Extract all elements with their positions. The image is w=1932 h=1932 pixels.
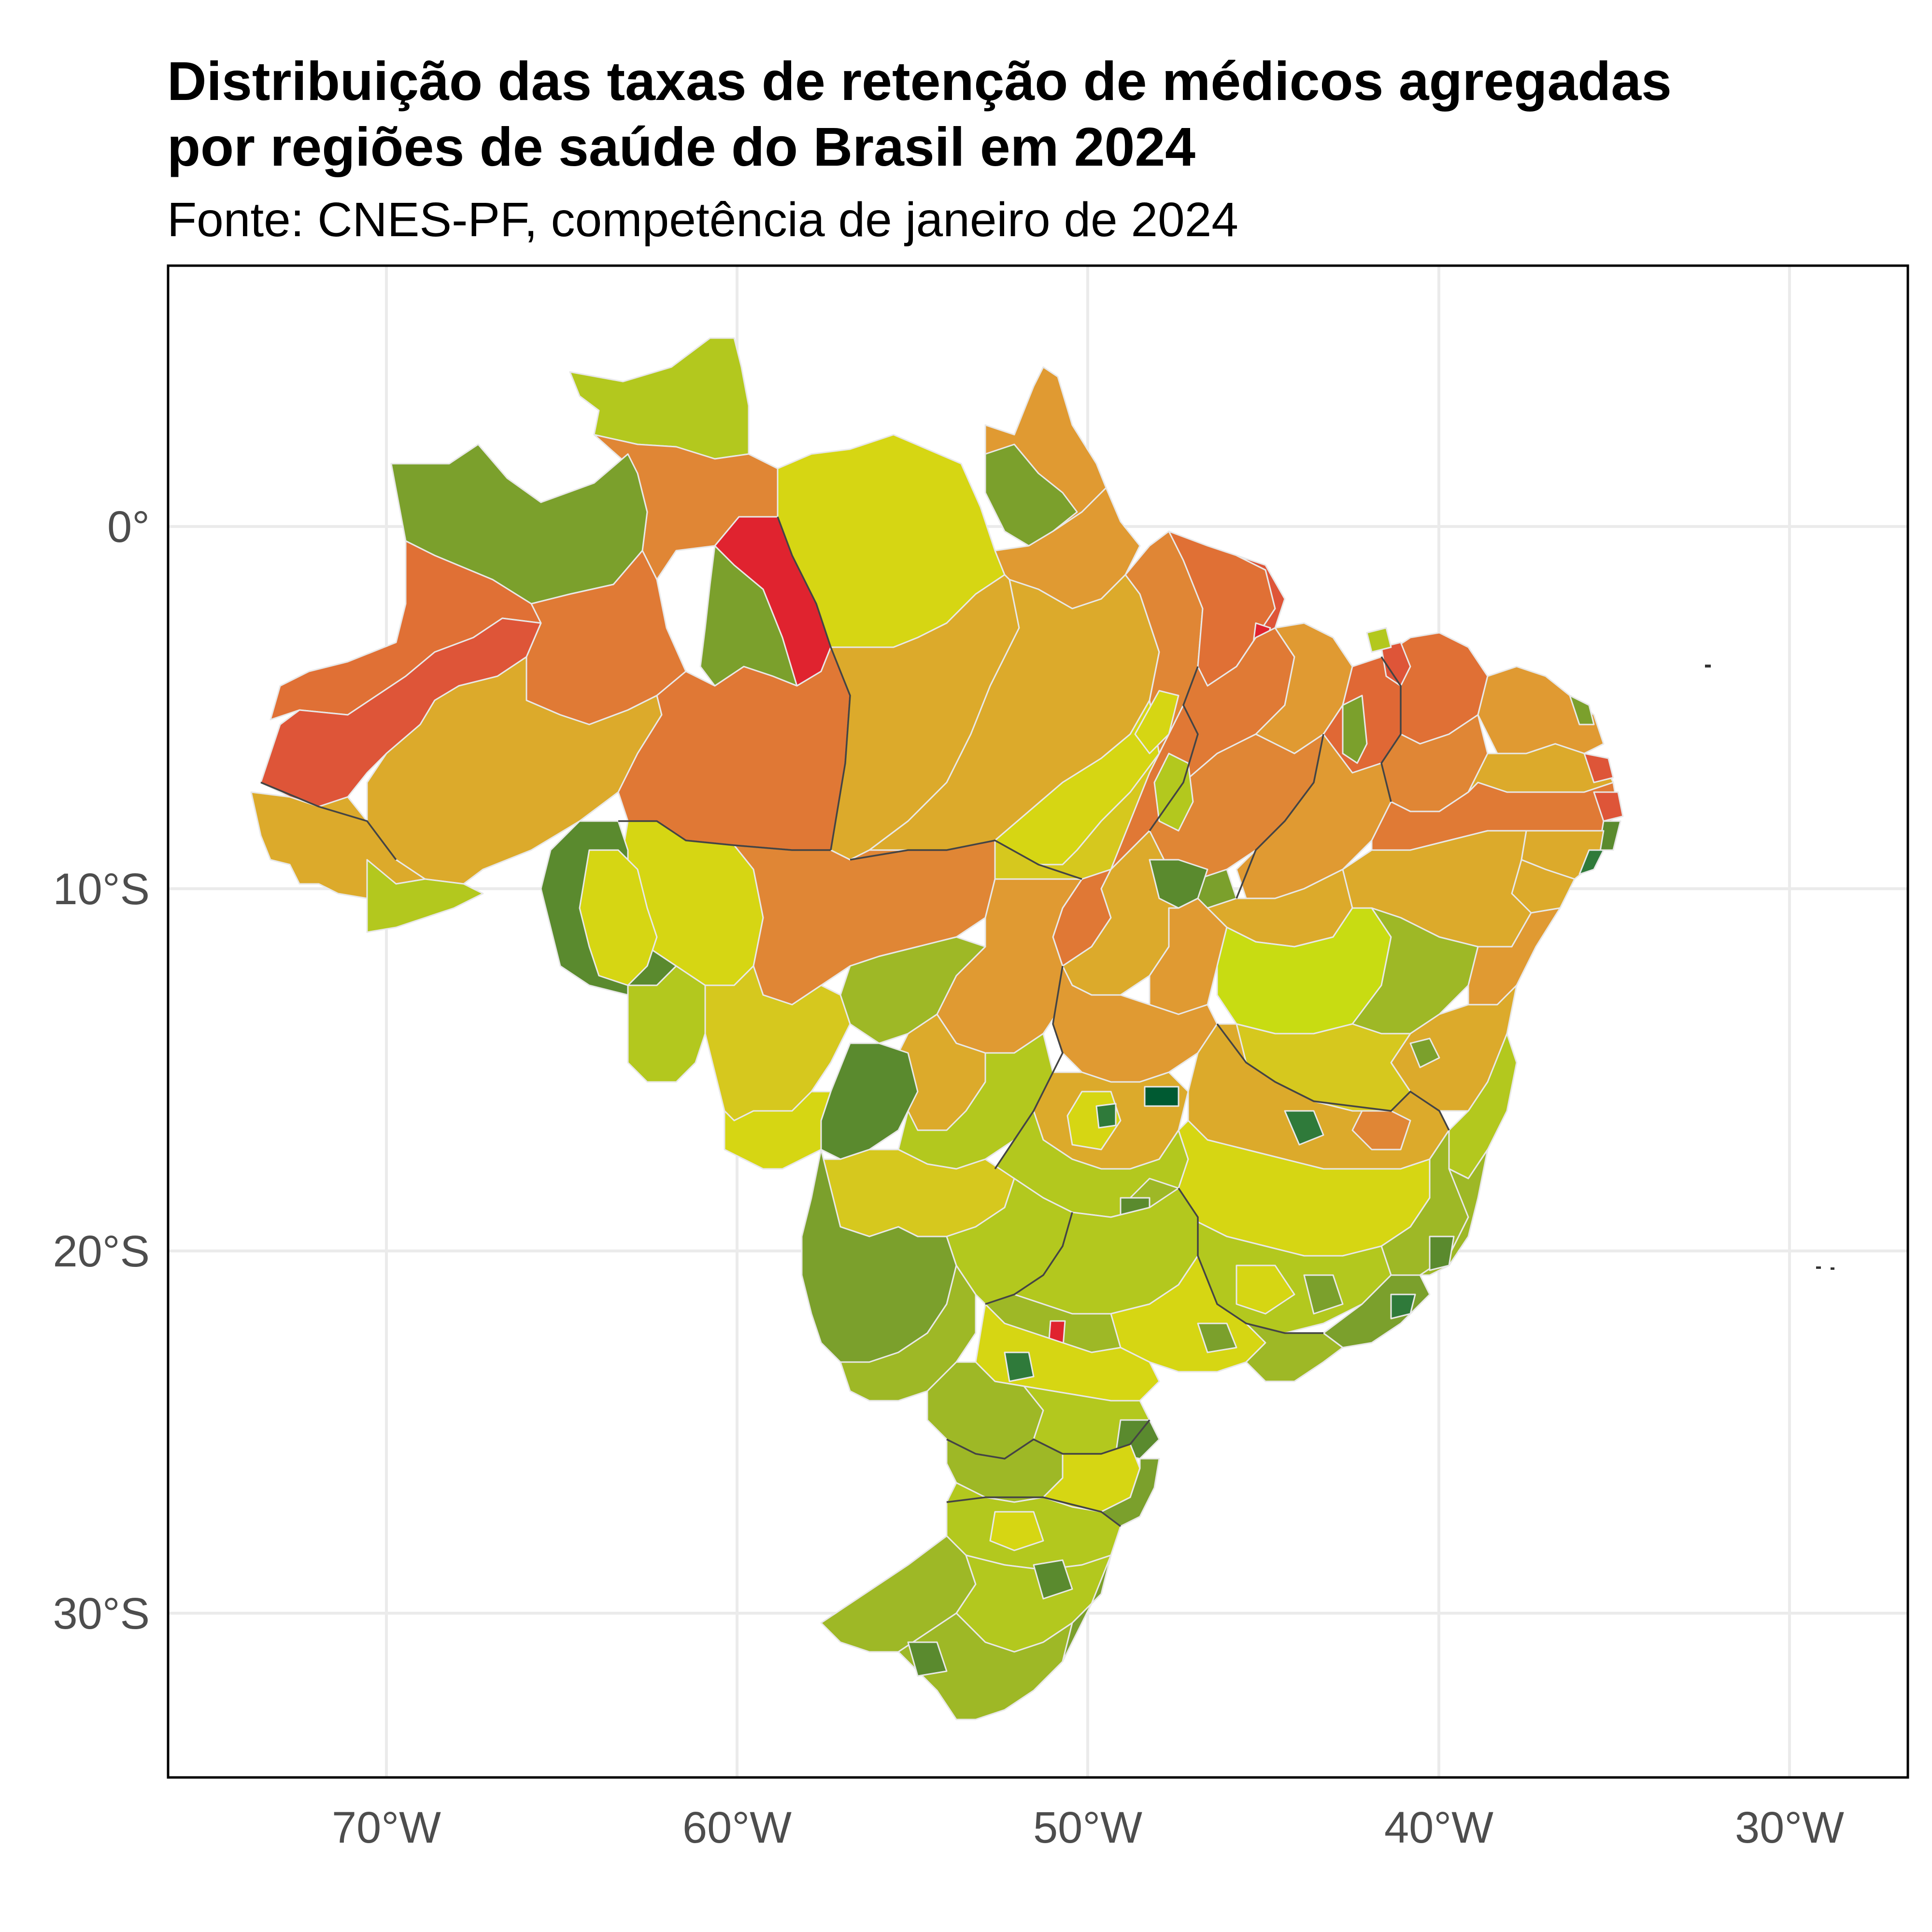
border-pa-mt — [850, 839, 1082, 880]
border-pr-sc — [946, 1419, 1151, 1460]
region-rs-green — [1033, 1559, 1073, 1600]
border-mg-sp — [1178, 1188, 1323, 1334]
region-al-coast — [1578, 849, 1605, 875]
region-mg-south-yellow — [1236, 1264, 1295, 1315]
region-rj-green — [1390, 1293, 1416, 1320]
region-pb-capital — [1583, 753, 1614, 783]
region-acre-east — [366, 859, 484, 933]
x-tick-label: 30°W — [1735, 1803, 1844, 1852]
y-tick-label: 0° — [107, 502, 150, 552]
region-df — [1144, 1086, 1179, 1107]
region-rs-dark-green — [907, 1641, 948, 1677]
chart-title: Distribuição das taxas de retenção de mé… — [167, 48, 1906, 180]
region-amapa-west — [984, 443, 1078, 547]
region-es-green — [1429, 1236, 1455, 1271]
region-sp-green — [1197, 1322, 1237, 1353]
border-sc-rs — [946, 1496, 1122, 1527]
y-tick-label: 20°S — [53, 1227, 150, 1276]
region-ro-central — [579, 849, 658, 986]
y-tick-label: 10°S — [53, 865, 150, 914]
y-axis: 0° 10°S 20°S 30°S — [53, 502, 150, 1638]
region-rs-northwest-yellow — [989, 1511, 1044, 1551]
border-go-mt — [994, 966, 1064, 1169]
chart-title-line-1: Distribuição das taxas de retenção de mé… — [167, 51, 1672, 112]
x-tick-label: 50°W — [1033, 1803, 1142, 1852]
brazil-map — [250, 337, 1624, 1720]
border-ba-mg — [1216, 1023, 1450, 1131]
border-am-pa — [777, 516, 851, 851]
region-mg-green-south — [1303, 1274, 1344, 1315]
state-borders — [260, 516, 1450, 1527]
region-ce-west — [1380, 641, 1411, 687]
border-ma-pi — [1236, 734, 1324, 899]
region-rn — [1477, 666, 1605, 754]
region-ba-east — [1467, 907, 1561, 1006]
region-ce-east-patch — [1366, 627, 1392, 653]
region-roraima-north — [569, 337, 750, 460]
region-ms-southwest — [839, 1264, 977, 1402]
x-axis: 70°W 60°W 50°W 40°W 30°W — [332, 1803, 1844, 1852]
island-trindade-2 — [1831, 1267, 1834, 1270]
region-rn-coast — [1569, 695, 1595, 725]
x-tick-label: 60°W — [682, 1803, 792, 1852]
y-tick-label: 30°S — [53, 1589, 150, 1638]
region-mt-west — [704, 965, 851, 1122]
border-am-mt — [618, 820, 831, 851]
region-pi-central — [1342, 695, 1368, 764]
region-rs-coast — [1062, 1554, 1112, 1662]
region-mg-green-north — [1284, 1110, 1324, 1146]
island-fernando-de-noronha — [1705, 665, 1711, 668]
border-ms-sp — [985, 1212, 1073, 1305]
x-tick-label: 70°W — [332, 1803, 441, 1852]
chart-title-line-2: por regiões de saúde do Brasil em 2024 — [167, 116, 1196, 177]
chart-subtitle: Fonte: CNES-PF, competência de janeiro d… — [167, 193, 1238, 247]
region-to-yellow-north — [1134, 690, 1179, 754]
border-ce-pi — [1380, 656, 1402, 802]
region-ro-south — [627, 965, 706, 1083]
panel-border — [167, 264, 1909, 1779]
region-go-green-patch — [1095, 1103, 1117, 1129]
island-trindade — [1816, 1266, 1821, 1269]
border-ac-am — [260, 781, 397, 861]
border-to-ma — [1149, 666, 1199, 832]
islands — [1705, 665, 1834, 1270]
x-tick-label: 40°W — [1384, 1803, 1493, 1852]
region-to-south — [1149, 897, 1228, 1015]
region-ba-green-patch — [1409, 1037, 1440, 1068]
region-mt-far-south — [724, 1091, 832, 1170]
region-pr-green — [1004, 1351, 1035, 1382]
region-pe-recife — [1593, 791, 1624, 822]
